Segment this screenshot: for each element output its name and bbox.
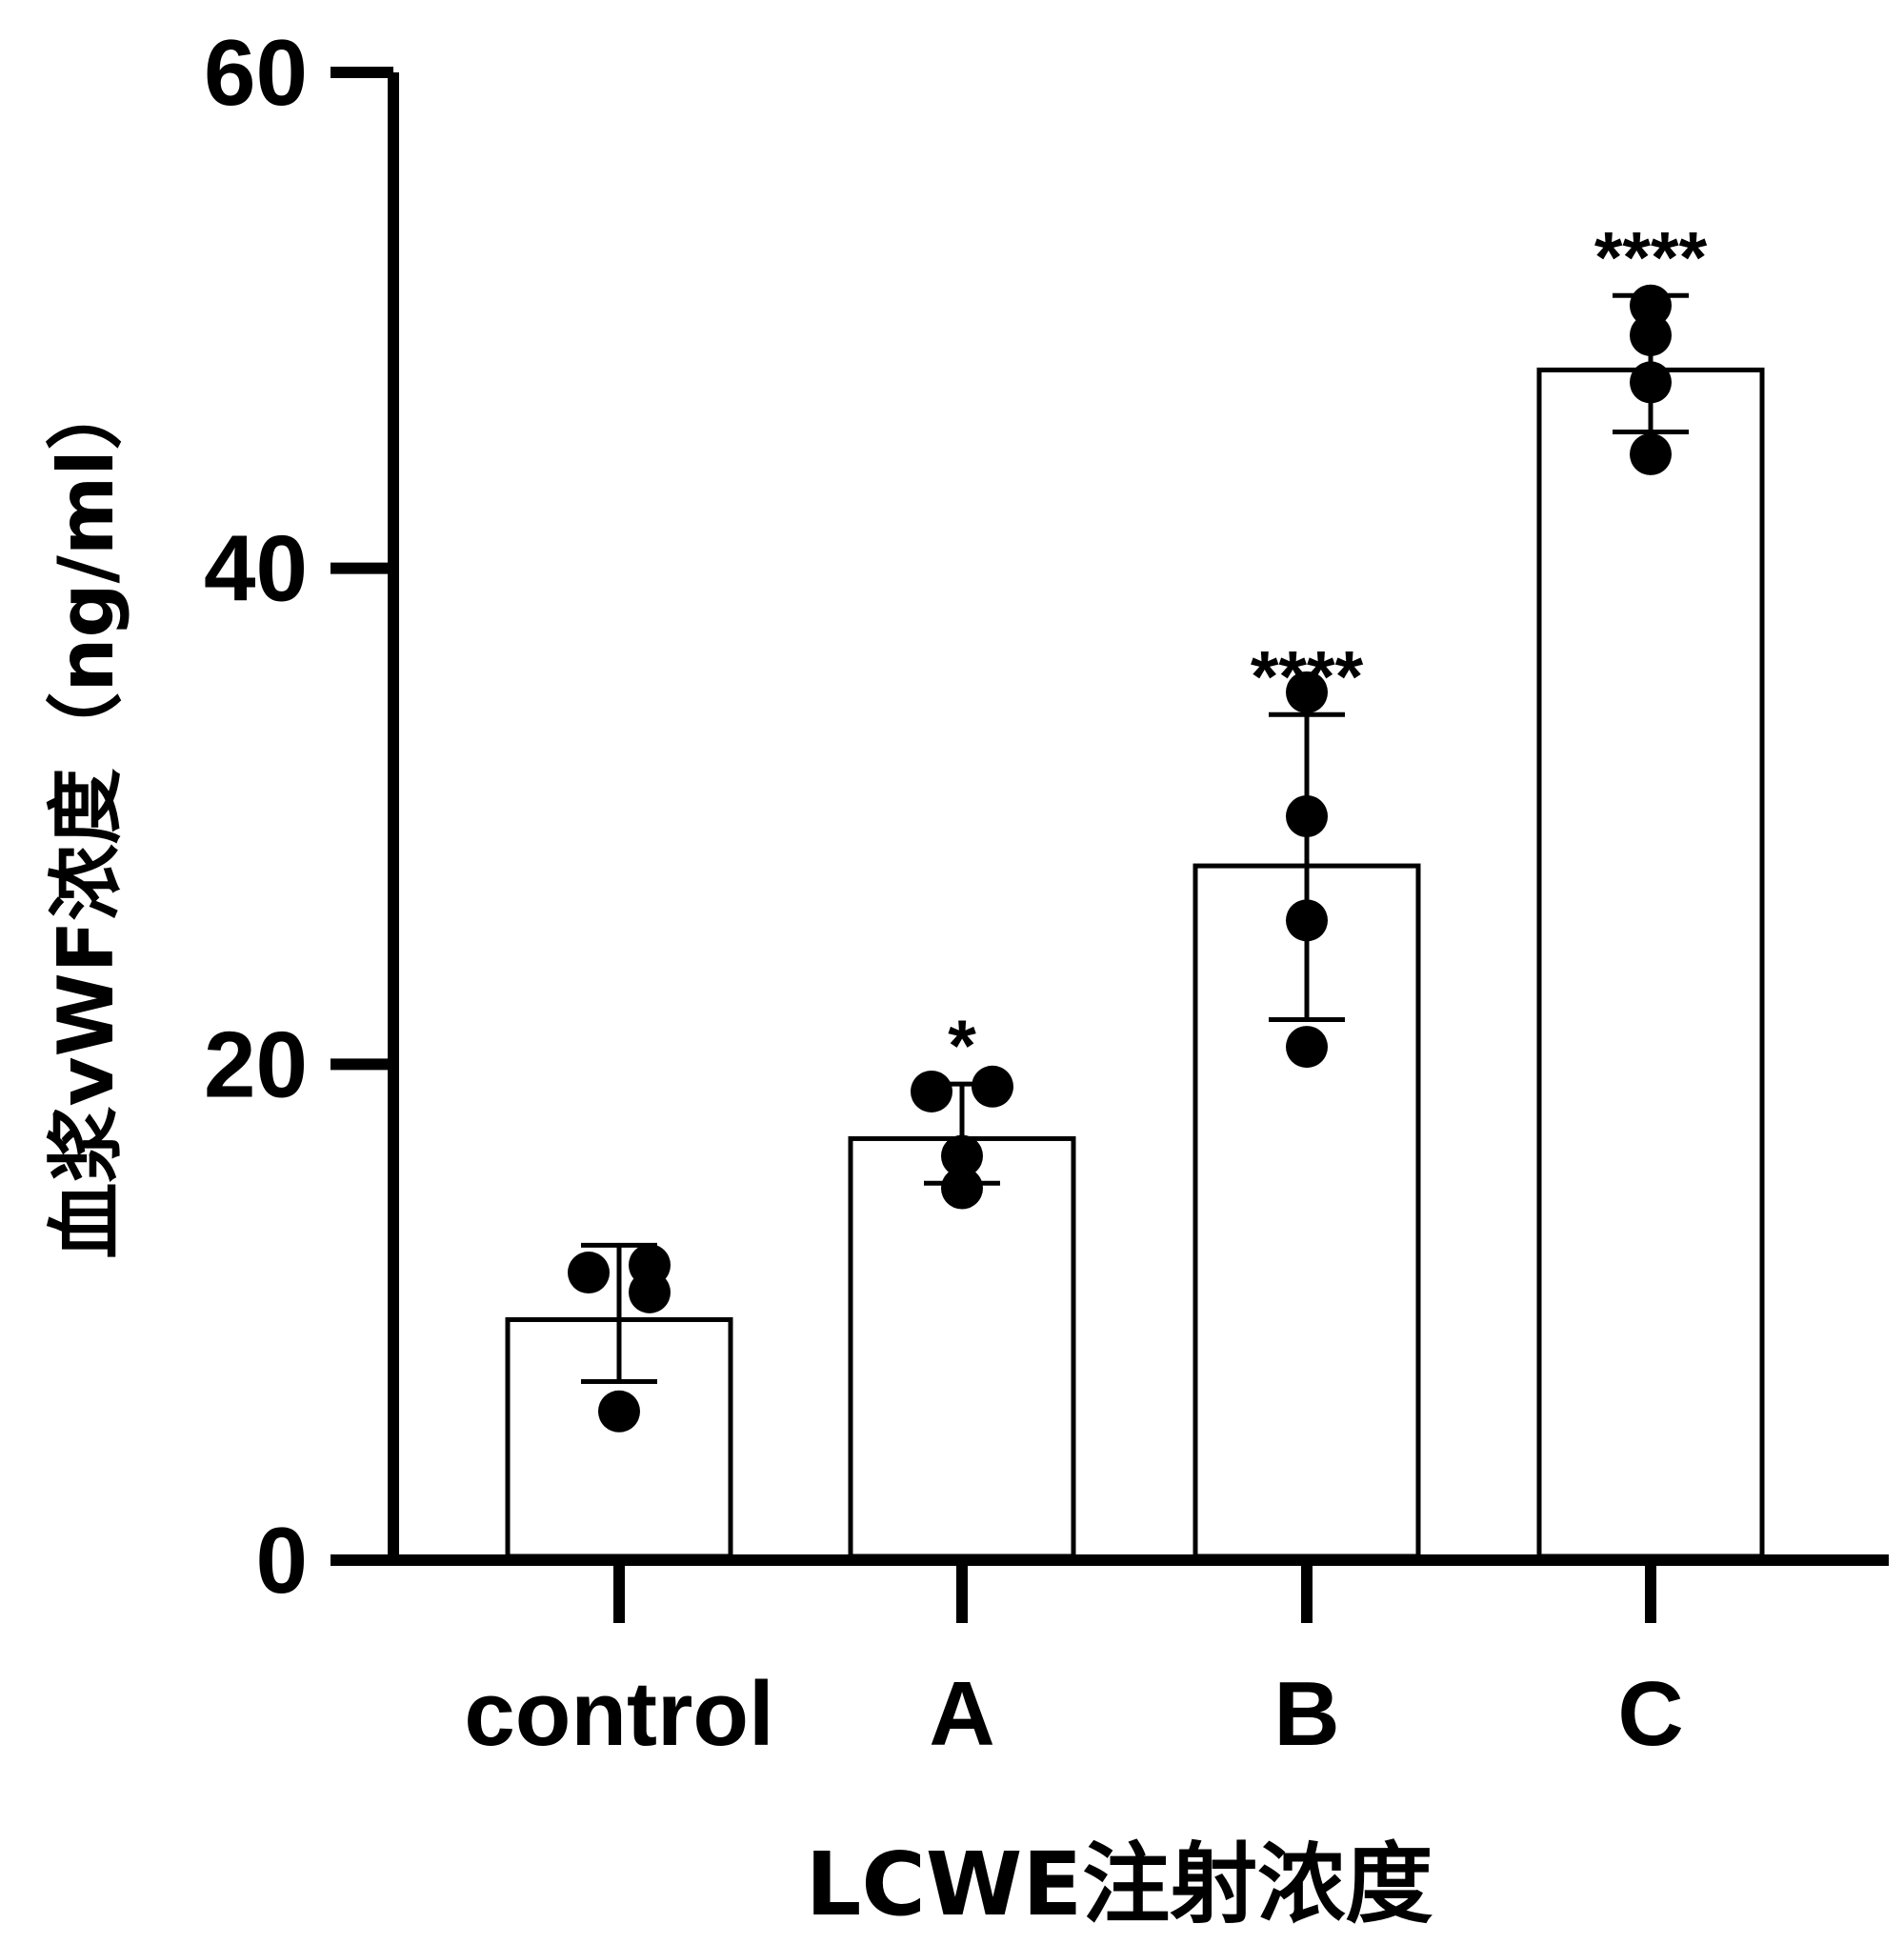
- data-point: [1286, 1026, 1328, 1069]
- y-axis-title: 血浆vWF浓度（ng/ml）: [42, 373, 130, 1258]
- x-tick-label: control: [464, 1663, 773, 1765]
- data-point: [941, 1134, 983, 1177]
- data-point: [1630, 284, 1672, 327]
- significance-label: *: [948, 1006, 976, 1087]
- data-point: [1286, 899, 1328, 942]
- x-tick-label: B: [1273, 1663, 1339, 1765]
- data-point: [972, 1065, 1013, 1108]
- y-tick-label: 60: [204, 20, 308, 125]
- x-tick-label: A: [929, 1663, 994, 1765]
- data-point: [1630, 361, 1672, 404]
- x-tick-label: C: [1617, 1663, 1683, 1765]
- data-point: [1286, 795, 1328, 837]
- points-layer: [568, 284, 1672, 1433]
- data-point: [629, 1271, 671, 1313]
- data-point: [1630, 313, 1672, 356]
- y-tick-label: 20: [204, 1012, 308, 1116]
- data-point: [568, 1252, 610, 1294]
- significance-label: ****: [1251, 636, 1364, 717]
- data-point: [941, 1167, 983, 1210]
- data-point: [911, 1070, 952, 1112]
- x-axis-title: LCWE注射浓度: [806, 1834, 1433, 1935]
- x-ticks-layer: control A B C: [464, 1560, 1684, 1765]
- data-point: [1630, 432, 1672, 475]
- significance-layer: *********: [948, 217, 1707, 1087]
- data-point: [1286, 671, 1328, 713]
- y-ticks-layer: 0 20 40 60: [204, 20, 393, 1613]
- y-tick-label: 0: [255, 1508, 308, 1613]
- bar-C: [1536, 367, 1765, 1559]
- bars-layer: [505, 367, 1765, 1559]
- y-tick-label: 40: [204, 516, 308, 621]
- data-point: [598, 1390, 640, 1433]
- error-bars-layer: [581, 292, 1689, 1385]
- significance-label: ****: [1594, 217, 1708, 298]
